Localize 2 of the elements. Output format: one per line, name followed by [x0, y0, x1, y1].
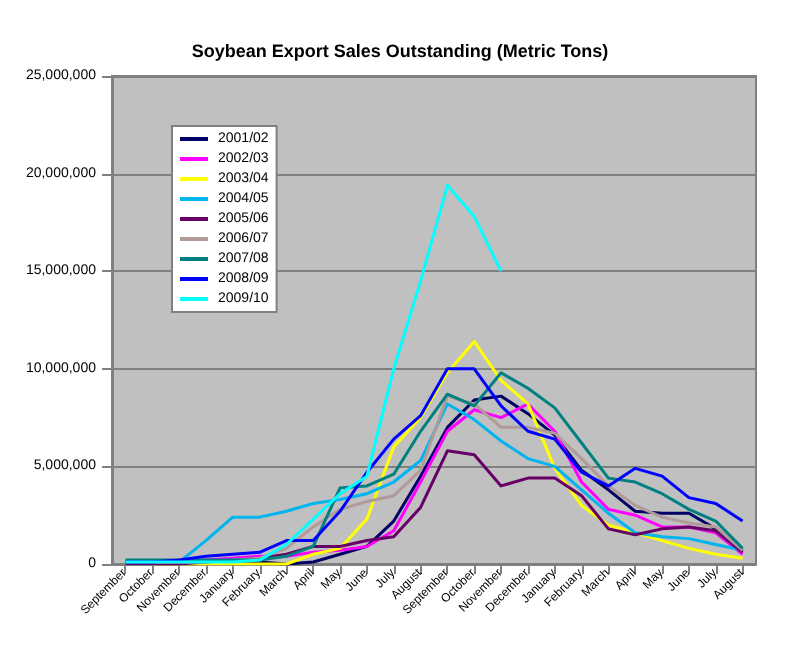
line-series — [123, 183, 503, 564]
chart-title: Soybean Export Sales Outstanding (Metric Tons) — [191, 41, 609, 61]
